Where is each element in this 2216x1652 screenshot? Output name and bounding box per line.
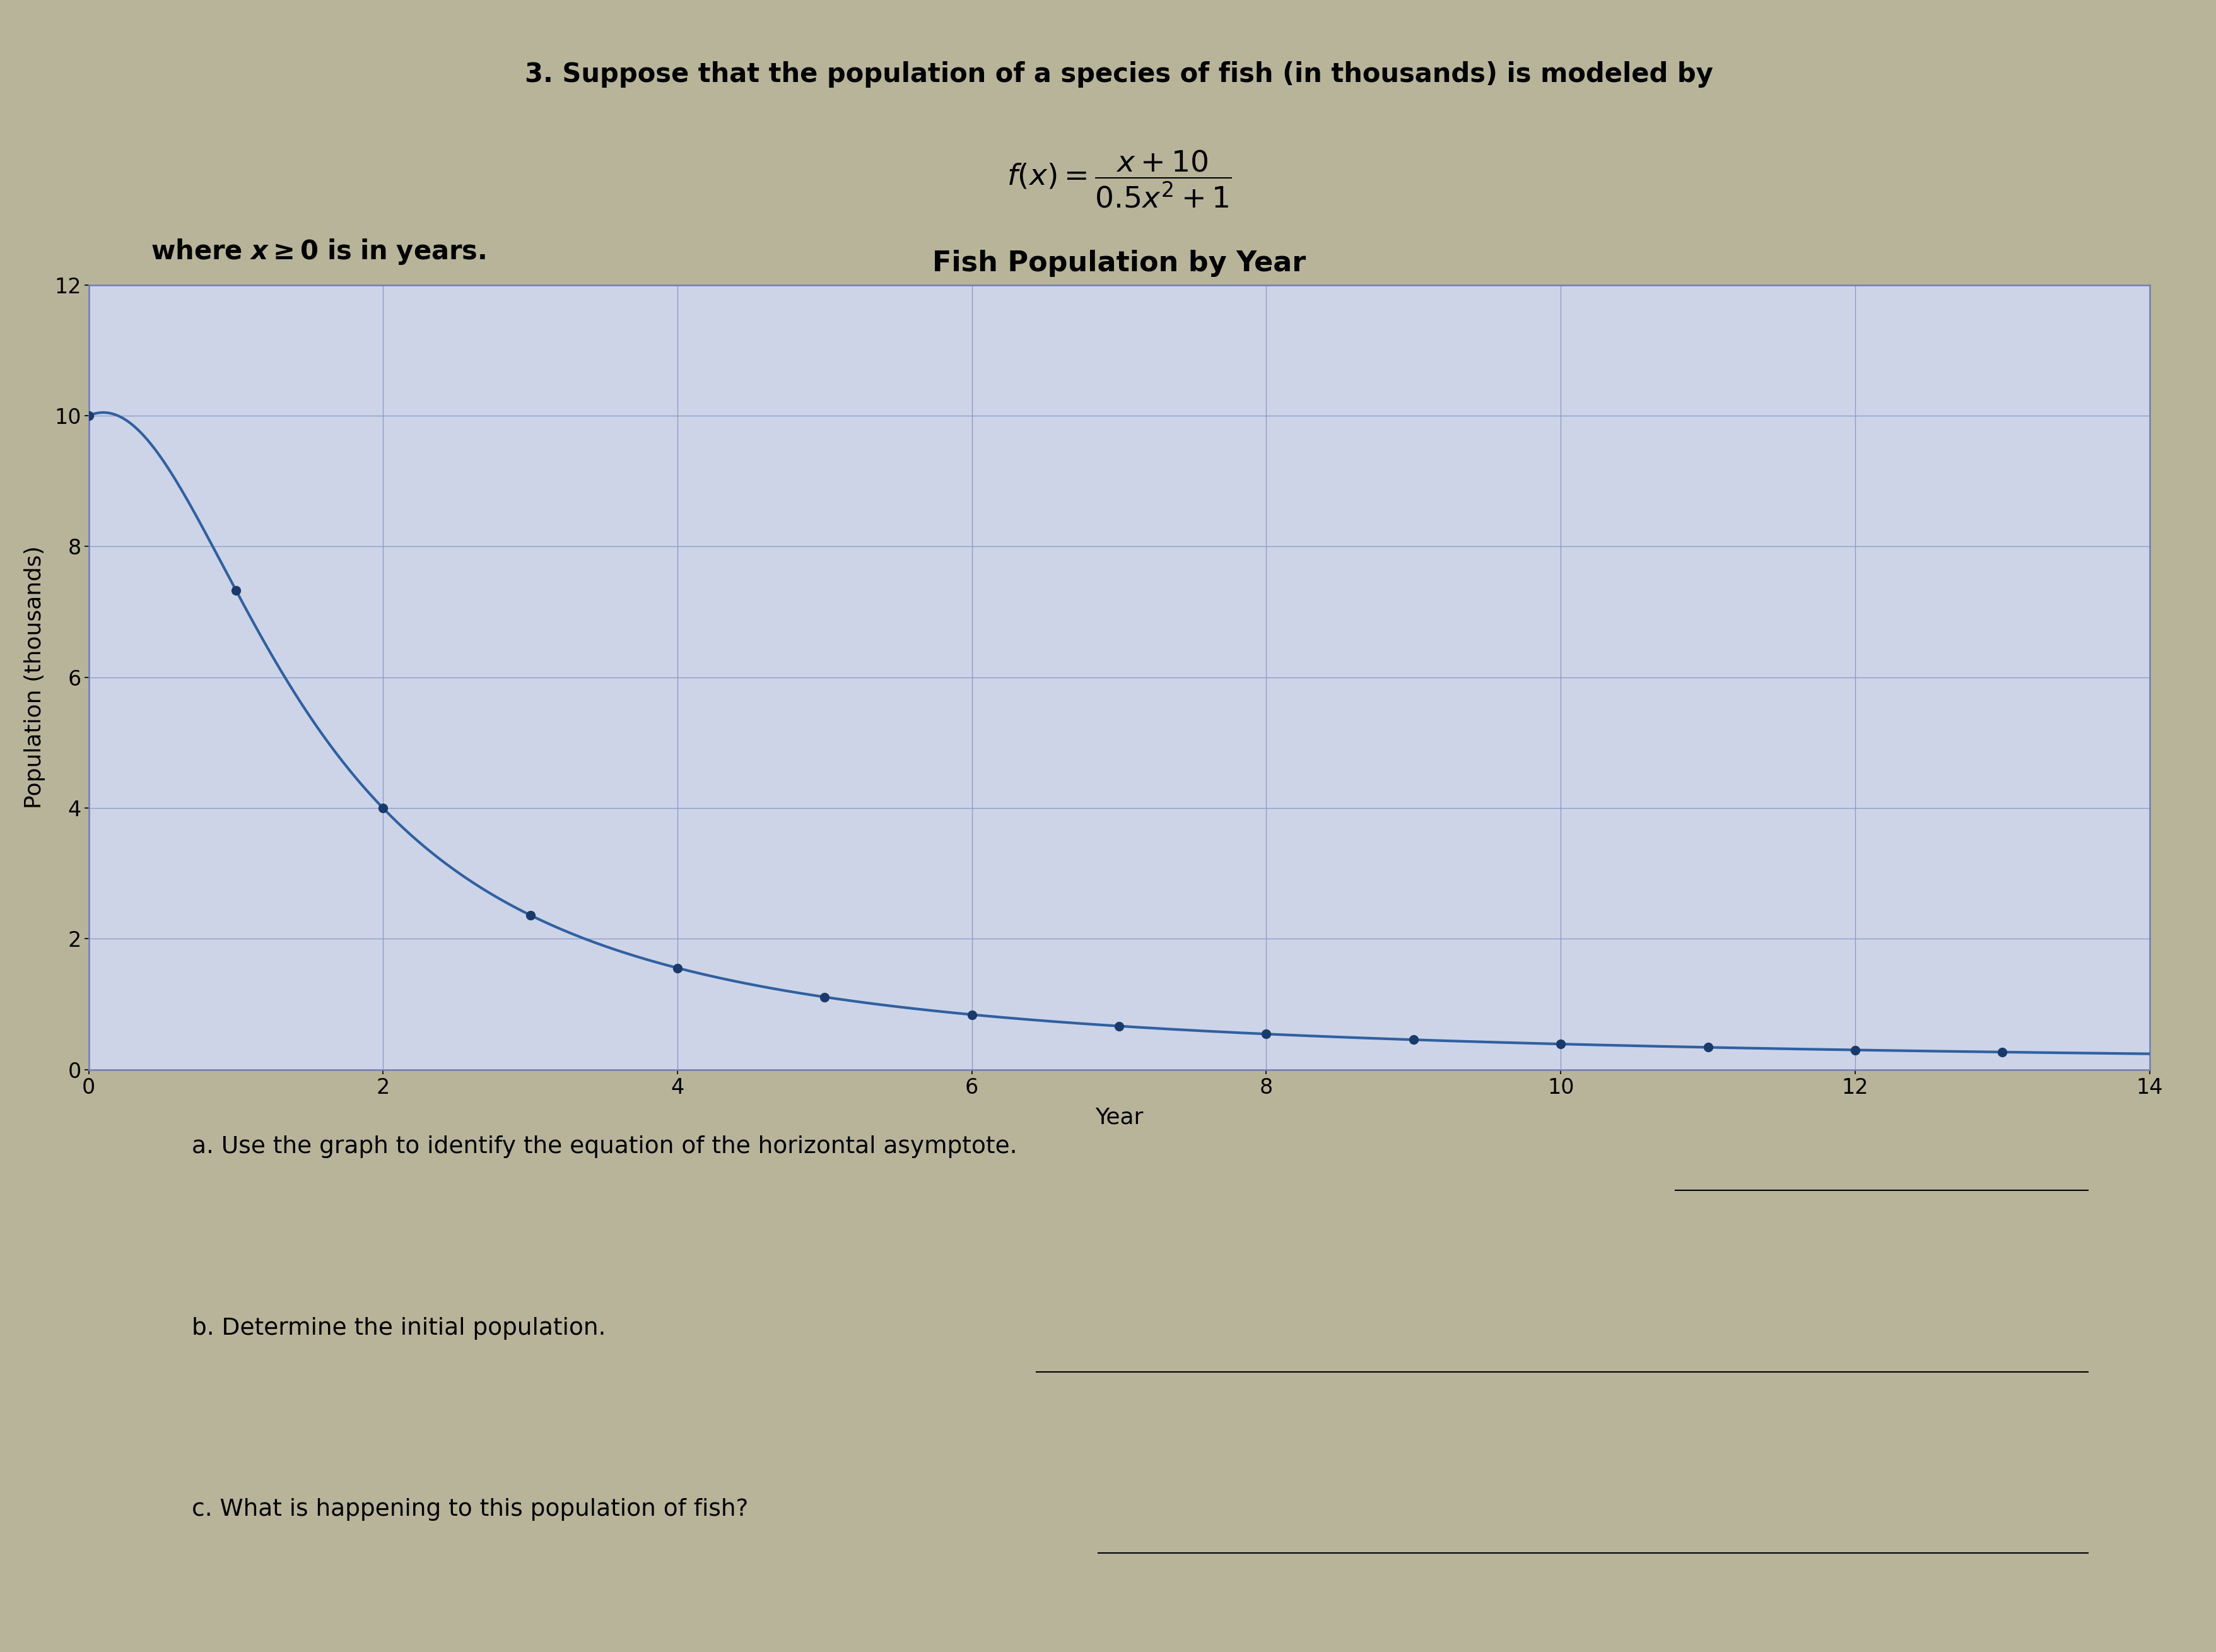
- Title: Fish Population by Year: Fish Population by Year: [933, 249, 1305, 276]
- Text: 3. Suppose that the population of a species of fish (in thousands) is modeled by: 3. Suppose that the population of a spec…: [525, 61, 1713, 88]
- Text: $\mathbf{where}\ \boldsymbol{x \geq 0}\ \mathbf{is\ in\ years.}$: $\mathbf{where}\ \boldsymbol{x \geq 0}\ …: [151, 238, 485, 266]
- Text: c. What is happening to this population of fish?: c. What is happening to this population …: [191, 1498, 749, 1521]
- Text: $f(x) = \dfrac{x + 10}{0.5x^2 + 1}$: $f(x) = \dfrac{x + 10}{0.5x^2 + 1}$: [1006, 149, 1232, 210]
- Text: a. Use the graph to identify the equation of the horizontal asymptote.: a. Use the graph to identify the equatio…: [191, 1135, 1017, 1158]
- Text: b. Determine the initial population.: b. Determine the initial population.: [191, 1317, 605, 1340]
- Y-axis label: Population (thousands): Population (thousands): [24, 545, 47, 809]
- X-axis label: Year: Year: [1095, 1107, 1143, 1128]
